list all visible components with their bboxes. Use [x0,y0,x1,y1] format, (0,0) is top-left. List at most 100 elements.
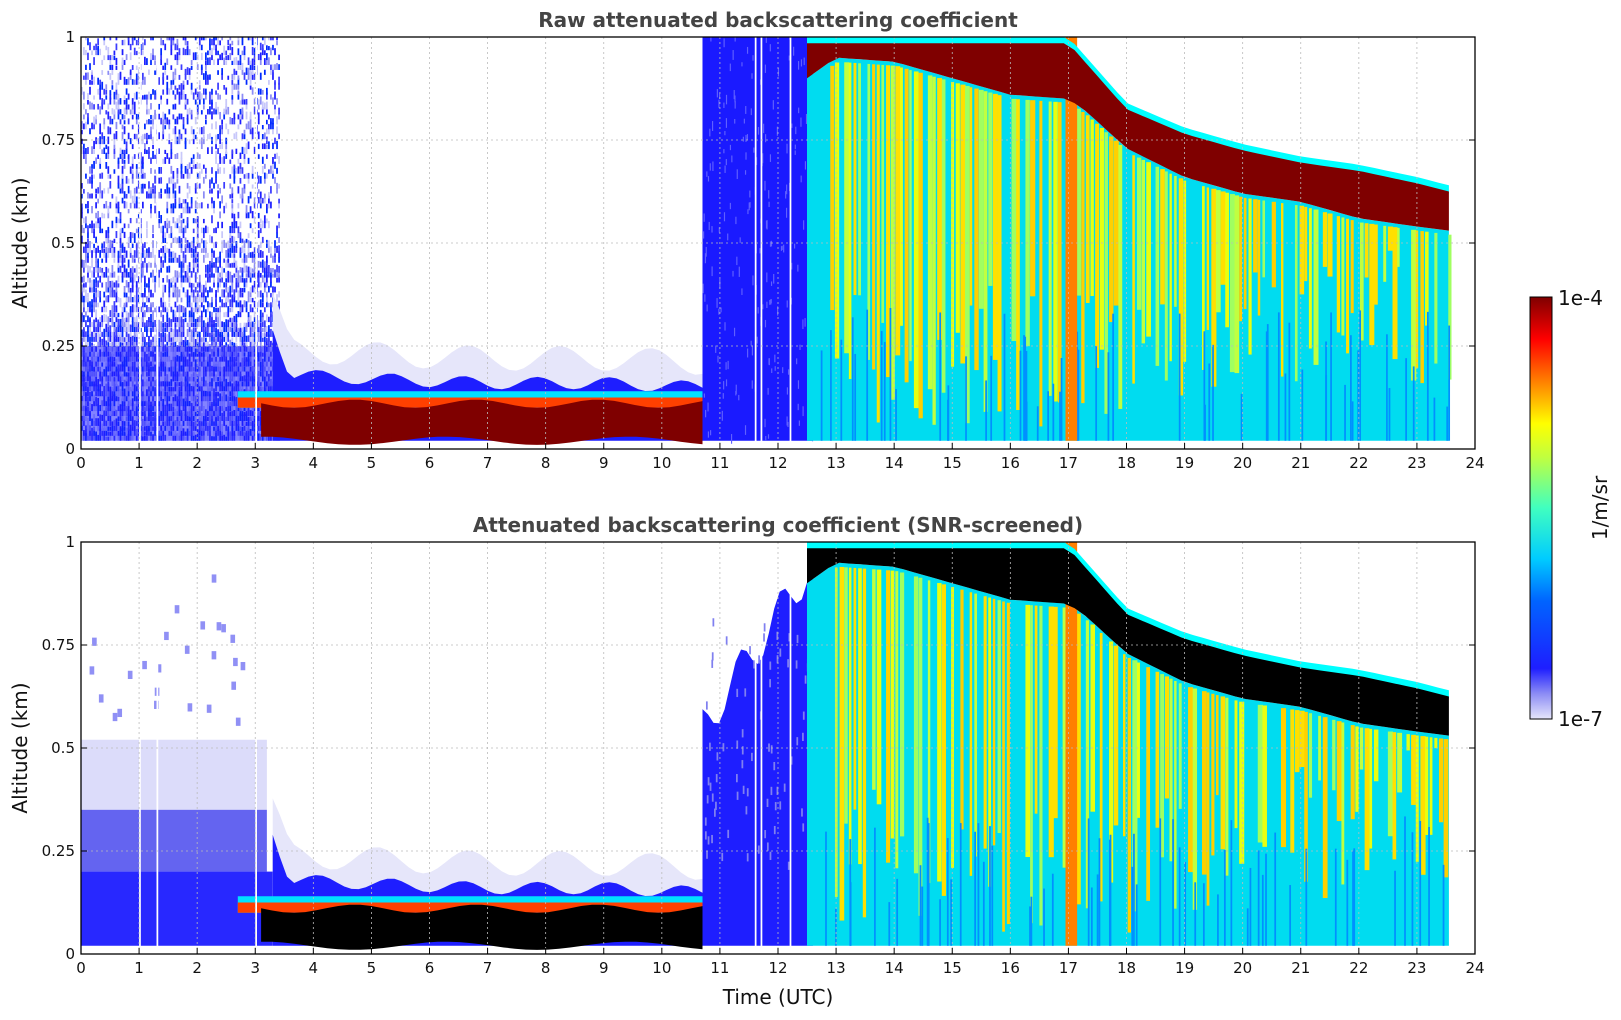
noise-pixel [253,265,256,273]
precip-streak-low [1411,832,1414,946]
noise-pixel [158,337,160,342]
noise-pixel [178,215,181,224]
noise-pixel [265,108,268,115]
noise-pixel [243,262,246,268]
noise-pixel [121,261,124,268]
noise-pixel [150,131,152,140]
precip-streak [1406,734,1410,751]
noise-pixel [194,246,197,253]
noise-pixel [200,127,203,135]
noise-pixel [703,213,705,222]
noise-pixel [192,258,195,263]
noise-pixel [99,182,102,189]
noise-pixel [270,94,272,100]
noise-pixel [146,104,148,110]
noise-pixel [225,259,228,268]
noise-pixel [119,330,122,337]
noise-pixel [95,157,97,164]
noise-pixel [729,144,732,151]
noise-pixel [117,73,120,80]
precip-streak [1411,229,1417,381]
noise-pixel [158,177,160,184]
noise-pixel [796,634,799,644]
noise-pixel [144,289,146,298]
noise-pixel [107,187,110,194]
noise-pixel [89,330,91,337]
noise-pixel [239,328,242,337]
noise-pixel [707,431,710,438]
noise-pixel [93,140,95,150]
x-tick-label: 9 [599,454,609,472]
noise-pixel [741,288,743,296]
noise-pixel [178,137,181,145]
noise-pixel [148,134,150,140]
noise-pixel [788,182,791,192]
noise-pixel [268,46,270,51]
x-tick-label: 19 [1175,454,1194,472]
noise-pixel [268,37,270,41]
noise-pixel [81,312,83,318]
noise-pixel [773,761,776,771]
noise-pixel [198,43,201,51]
precip-streak [1234,700,1238,829]
noise-pixel [91,279,93,288]
precip-streak [978,89,984,309]
noise-pixel [105,281,108,288]
x-axis-ticks: 0 1 2 3 4 5 6 7 8 9 10 11 12 13 14 15 16 17 18 19 20 21 22 23 24 [76,443,1485,472]
noise-pixel [251,39,254,46]
x-tick-label: 12 [768,454,787,472]
noise-pixel [101,98,104,105]
noise-pixel [217,184,219,189]
noise-pixel [127,185,130,194]
noise-pixel [101,228,104,234]
noise-pixel [121,331,124,337]
noise-pixel [213,182,215,189]
noise-pixel [180,240,183,248]
noise-pixel [117,201,120,209]
noise-pixel [146,252,148,258]
noise-pixel [251,63,254,70]
noise-pixel [231,241,234,248]
noise-pixel [103,37,106,46]
noise-pixel [182,47,185,56]
noise-pixel [751,380,753,389]
noise-pixel [148,185,150,194]
noise-pixel [168,109,171,115]
noise-pixel [111,315,114,323]
noise-pixel [243,240,246,248]
precip-streak [913,71,919,409]
noise-pixel [253,325,256,332]
noise-pixel [150,191,152,199]
noise-pixel [107,325,110,332]
noise-pixel [135,291,138,298]
noise-pixel [194,261,197,268]
noise-pixel [268,169,270,174]
noise-pixel [209,182,211,189]
noise-pixel [209,276,211,283]
noise-pixel [263,37,266,46]
noise-pixel [733,90,735,100]
noise-pixel [176,136,179,145]
noise-pixel [85,223,87,229]
noise-pixel [239,247,242,253]
noise-pixel [702,283,704,294]
noise-pixel [168,177,171,184]
noise-pixel [194,330,197,337]
noise-pixel [139,135,142,145]
noise-pixel [233,329,236,337]
noise-pixel [711,834,713,844]
precip-streak [1425,231,1429,326]
noise-pixel [211,288,213,293]
noise-pixel [253,216,256,224]
noise-pixel [196,321,199,328]
noise-pixel [174,290,177,298]
noise-pixel [154,327,156,332]
noise-pixel [91,250,93,258]
noise-pixel [131,304,134,313]
noise-pixel [786,184,788,195]
noise-pixel [247,291,250,298]
noise-pixel [174,68,177,75]
noise-pixel [231,192,234,199]
precip-streak-low [1023,335,1025,441]
noise-pixel [168,250,171,258]
